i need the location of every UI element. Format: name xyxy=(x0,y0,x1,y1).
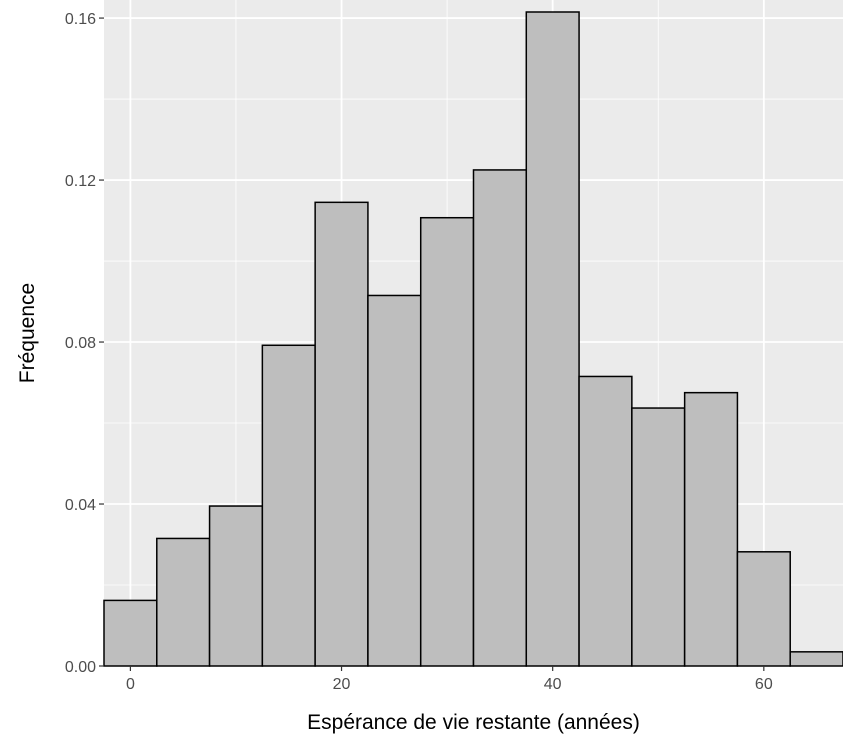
histogram-bar xyxy=(683,391,739,667)
y-axis: 0.00 0.04 0.08 0.12 0.16 xyxy=(65,11,104,676)
y-tick-label: 0.12 xyxy=(65,173,96,190)
x-axis-title: Espérance de vie restante (années) xyxy=(307,711,640,734)
histogram-bar xyxy=(472,169,528,667)
y-tick-label: 0.16 xyxy=(65,11,96,28)
x-tick-label: 60 xyxy=(755,676,773,693)
histogram-bar xyxy=(103,599,158,667)
histogram-bar xyxy=(156,537,211,667)
y-axis-title: Fréquence xyxy=(16,283,39,383)
histogram-bar xyxy=(261,344,316,667)
histogram-bar xyxy=(525,11,580,667)
histogram-bar xyxy=(789,651,843,667)
histogram-bar xyxy=(736,551,791,667)
histogram-bar xyxy=(578,375,633,667)
y-tick-label: 0.04 xyxy=(65,497,96,514)
histogram-bar xyxy=(208,505,264,667)
histogram-bar xyxy=(314,201,369,667)
x-tick-label: 20 xyxy=(333,676,351,693)
y-tick-label: 0.08 xyxy=(65,335,96,352)
histogram-bar xyxy=(631,407,686,667)
histogram-bar xyxy=(367,294,422,667)
y-tick-label: 0.00 xyxy=(65,659,96,676)
histogram-bar xyxy=(419,216,475,667)
x-tick-label: 40 xyxy=(544,676,562,693)
x-axis: 0 20 40 60 xyxy=(126,666,773,693)
x-tick-label: 0 xyxy=(126,676,135,693)
histogram-bars xyxy=(103,11,843,667)
